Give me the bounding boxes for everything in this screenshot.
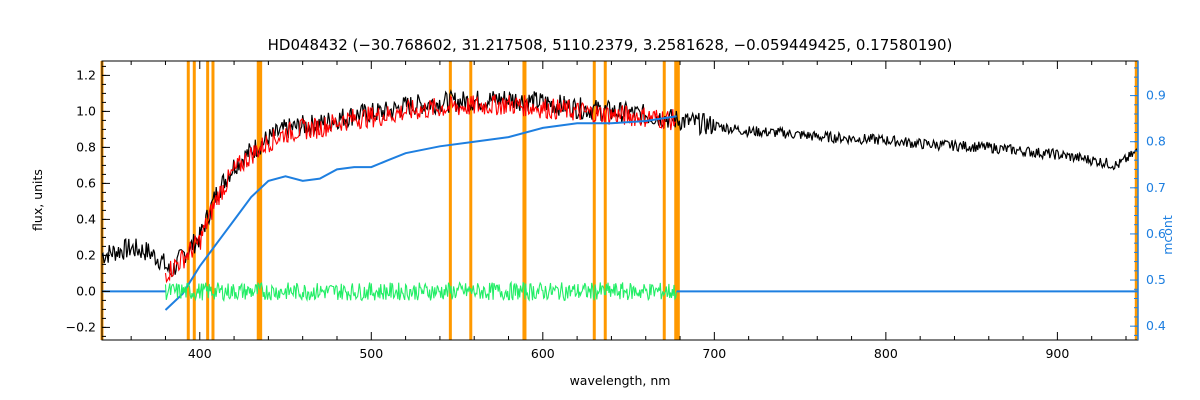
y-tick-label-3: 0.4 xyxy=(76,211,96,226)
y-right-tick-label-4: 0.8 xyxy=(1146,134,1166,149)
y-right-tick-label-1: 0.5 xyxy=(1146,272,1166,287)
y-right-tick-label-2: 0.6 xyxy=(1146,226,1166,241)
x-tick-label-1: 500 xyxy=(359,346,383,361)
y-axis-label: flux, units xyxy=(30,169,45,231)
y-tick-label-2: 0.2 xyxy=(76,247,96,262)
y-right-tick-label-3: 0.7 xyxy=(1146,180,1166,195)
y-right-tick-label-0: 0.4 xyxy=(1146,318,1166,333)
y-right-axis-label: mcont xyxy=(1160,215,1175,255)
x-tick-label-0: 400 xyxy=(188,346,212,361)
y-tick-label-0: −0.2 xyxy=(66,319,96,334)
x-tick-label-3: 700 xyxy=(702,346,726,361)
x-tick-label-5: 900 xyxy=(1045,346,1069,361)
y-tick-label-4: 0.6 xyxy=(76,175,96,190)
y-right-tick-label-5: 0.9 xyxy=(1146,88,1166,103)
series-model-line xyxy=(164,94,677,284)
series-continuum-line xyxy=(164,115,677,311)
y-tick-label-1: 0.0 xyxy=(76,283,96,298)
axes: 400 500 600 700 800 900 −0.2 0.0 0.2 0.4 0.6 0.8 1.0… xyxy=(66,60,1166,361)
x-axis-label: wavelength, nm xyxy=(570,373,671,388)
y-tick-label-7: 1.2 xyxy=(76,67,96,82)
x-tick-label-2: 600 xyxy=(531,346,555,361)
series-layer xyxy=(101,89,1138,311)
y-tick-label-5: 0.8 xyxy=(76,139,96,154)
x-tick-label-4: 800 xyxy=(874,346,898,361)
series-residual-line xyxy=(164,280,678,303)
y-tick-label-6: 1.0 xyxy=(76,103,96,118)
chart-title: HD048432 (−30.768602, 31.217508, 5110.23… xyxy=(268,36,953,54)
